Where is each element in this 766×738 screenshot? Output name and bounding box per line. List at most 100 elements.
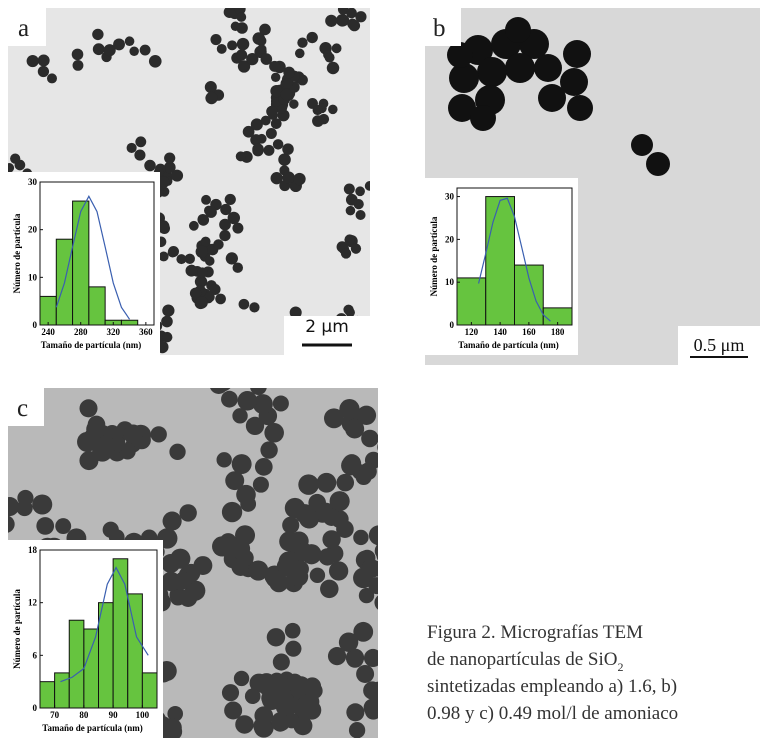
particle: [167, 247, 178, 258]
particle: [393, 686, 411, 704]
caption-subscript: 2: [617, 660, 623, 674]
bar: [39, 681, 56, 709]
particle: [272, 139, 284, 150]
particle: [338, 632, 359, 653]
particle: [293, 698, 313, 718]
x-tick-label: 70: [50, 710, 60, 720]
particle: [266, 105, 278, 118]
particle: [355, 11, 367, 23]
scale-box: [678, 326, 760, 365]
particle: [237, 549, 254, 567]
particle: [113, 38, 125, 51]
particle: [370, 683, 378, 702]
particle: [346, 703, 365, 722]
particle: [72, 59, 84, 71]
particle: [260, 441, 278, 459]
particle: [200, 236, 211, 247]
particle: [0, 320, 7, 332]
particle: [148, 54, 162, 68]
scale-box: [284, 316, 370, 355]
y-tick-label: 0: [33, 320, 38, 330]
particle: [232, 408, 248, 424]
y-tick-label: 30: [28, 177, 38, 187]
particle: [252, 394, 273, 415]
particle: [248, 560, 269, 581]
particle: [328, 104, 338, 115]
particle: [328, 561, 349, 581]
particle: [306, 31, 318, 44]
bar: [68, 619, 85, 709]
particle: [325, 14, 338, 27]
particle: [157, 176, 170, 189]
particle: [327, 646, 347, 666]
label-box: [425, 8, 461, 46]
particle: [371, 323, 382, 334]
panel-label: c: [17, 395, 28, 422]
particle: [236, 37, 250, 51]
particle: [381, 512, 401, 532]
particle: [345, 205, 356, 216]
particle: [95, 435, 115, 455]
particle: [289, 306, 302, 319]
y-tick-label: 20: [28, 225, 38, 235]
particle: [8, 515, 15, 533]
particle: [252, 32, 266, 45]
particle: [324, 52, 335, 63]
particle: [355, 209, 366, 221]
particle: [232, 262, 244, 273]
bar: [54, 672, 70, 709]
bar: [514, 264, 544, 326]
particle: [252, 476, 269, 493]
particle: [201, 194, 211, 205]
particle: [92, 28, 104, 41]
particle: [372, 529, 378, 547]
plot-frame: [456, 187, 573, 326]
scale-bar-label: 2 μm: [305, 317, 349, 337]
y-tick-label: 0: [33, 703, 38, 713]
particle: [197, 213, 208, 225]
particle: [233, 670, 250, 687]
bar: [485, 196, 515, 326]
particle: [340, 248, 352, 259]
particle: [129, 46, 139, 56]
bar: [72, 200, 90, 326]
particle: [8, 163, 15, 173]
y-tick-label: 12: [28, 598, 38, 608]
particle: [189, 287, 202, 300]
particle: [376, 692, 378, 702]
particle: [126, 142, 137, 153]
caption-line: 0.98 y c) 0.49 mol/l de amoniaco: [427, 703, 678, 724]
particle: [297, 37, 308, 48]
particle: [283, 66, 295, 79]
particle: [71, 48, 84, 61]
particle: [10, 153, 21, 164]
particle: [227, 211, 241, 225]
particle: [194, 275, 208, 288]
particle: [238, 298, 250, 310]
particle: [259, 23, 271, 36]
particle: [292, 560, 309, 578]
particle: [344, 234, 355, 245]
particle: [225, 252, 238, 265]
caption-line: Figura 2. Micrografías TEM: [427, 622, 643, 643]
particle: [271, 714, 289, 732]
particle: [282, 171, 295, 184]
particle: [32, 494, 53, 515]
particle: [221, 390, 238, 408]
particle: [385, 656, 405, 676]
particle: [309, 567, 326, 584]
histograms: 240 280 320 360 0 10 20 30 Tamaño de partícula (…: [8, 172, 578, 738]
particle: [195, 245, 208, 258]
bar: [456, 277, 487, 326]
particle: [230, 366, 250, 386]
particles-b: [447, 17, 670, 176]
particle: [158, 251, 169, 262]
particle: [46, 73, 57, 84]
x-tick-label: 240: [41, 327, 55, 337]
particle: [162, 304, 175, 317]
particle: [282, 516, 300, 534]
particle: [272, 395, 289, 412]
particle: [169, 443, 186, 460]
bar: [127, 593, 143, 709]
particle: [355, 186, 365, 197]
